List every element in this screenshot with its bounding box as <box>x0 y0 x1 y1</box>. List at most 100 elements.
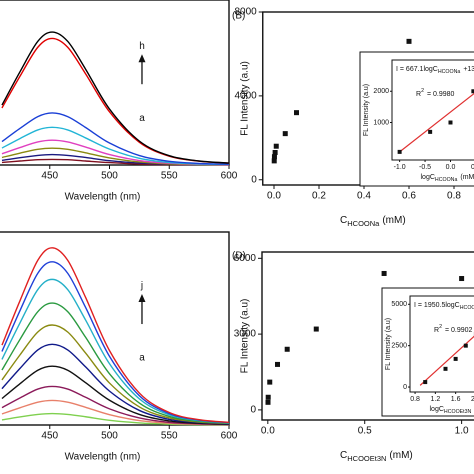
y-tick-label: 0 <box>251 174 257 185</box>
annotation-bottom: a <box>139 353 145 364</box>
x-axis-label-part: C <box>340 450 347 461</box>
inset-point <box>463 343 468 348</box>
inset-x-label-part: logC <box>430 406 444 413</box>
plot-frame <box>261 251 474 421</box>
x-tick-label: 0.2 <box>312 191 326 202</box>
data-point <box>406 38 412 44</box>
x-tick-label: 0.4 <box>357 191 371 202</box>
spectrum-line <box>1 343 230 425</box>
fit-equation: I = 667.1logCHCOONa +13 <box>396 66 474 76</box>
r-squared-part: 2 <box>421 88 424 94</box>
x-tick-label: 1.6 <box>451 396 461 403</box>
inset-point <box>397 149 402 154</box>
spectrum-line <box>1 112 230 165</box>
data-point <box>265 394 271 400</box>
inset-x-label-part: logC <box>421 174 435 181</box>
inset-point <box>448 120 453 125</box>
x-tick-label: 450 <box>41 171 58 182</box>
r-squared-part: = 0.9902 <box>445 327 473 334</box>
r-squared: R2 = 0.9902 <box>434 324 473 333</box>
x-axis-label: CHCOOEt3N (mM) <box>340 450 413 464</box>
data-point <box>313 326 319 332</box>
inset-box <box>381 287 474 417</box>
x-tick-label: 450 <box>41 431 58 442</box>
x-tick-label: 0.0 <box>446 164 456 171</box>
x-tick-label: 0.0 <box>267 191 281 202</box>
x-tick-label: 0.0 <box>261 426 275 437</box>
x-tick-label: 500 <box>101 431 118 442</box>
data-point <box>459 276 465 282</box>
data-point <box>381 270 387 276</box>
x-axis-label-part: C <box>340 215 347 226</box>
panel-label: (D) <box>232 251 246 262</box>
r-squared-part: = 0.9980 <box>427 91 455 98</box>
y-axis-label: FL Intensity (a.u) <box>240 299 251 374</box>
x-tick-label: 550 <box>161 431 178 442</box>
r-squared-part: R <box>434 327 439 334</box>
data-point <box>271 158 277 164</box>
inset-x-label-part: HCOONa <box>435 177 458 183</box>
x-axis-label-part: (mM) <box>389 450 412 461</box>
x-axis-label-part: HCOONa <box>347 219 380 228</box>
inset-x-label-part: (mM) <box>460 174 474 181</box>
plot-frame <box>409 295 474 393</box>
fit-equation: I = 1950.5logCHCOOEt3N-1 <box>414 302 474 312</box>
inset-x-label-part: HCOOEt3N <box>444 409 472 415</box>
x-tick-label: 0.6 <box>402 191 416 202</box>
annotation-top: h <box>139 41 145 52</box>
panel-label: (B) <box>232 11 245 22</box>
x-tick-label: 0.8 <box>447 191 461 202</box>
inset-y-label: FL Intensity (a.u) <box>363 84 370 136</box>
spectrum-line <box>1 365 230 425</box>
data-point <box>271 154 277 160</box>
x-tick-label: 0.5 <box>471 164 474 171</box>
spectrum-line <box>1 247 230 424</box>
x-axis-label-part: (mM) <box>382 215 405 226</box>
x-tick-label: -1.0 <box>394 164 406 171</box>
annotation-top: j <box>140 281 143 292</box>
inset-point <box>423 380 428 385</box>
data-point <box>265 399 271 405</box>
y-tick-label: 6000 <box>234 253 257 264</box>
arrow-head <box>138 294 146 303</box>
data-point <box>294 110 299 116</box>
data-point <box>272 149 278 155</box>
x-tick-label: 2.0 <box>471 396 474 403</box>
y-tick-label: 3000 <box>234 329 257 340</box>
spectrum-line <box>1 385 230 426</box>
y-tick-label: 2000 <box>373 88 389 95</box>
x-tick-label: 1.2 <box>430 396 440 403</box>
data-point <box>267 379 273 385</box>
y-tick-label: 4000 <box>235 91 258 102</box>
spectrum-line <box>1 278 230 424</box>
x-axis-label: CHCOONa (mM) <box>340 215 406 229</box>
annotation-bottom: a <box>139 113 145 124</box>
inset-y-label: FL Intensity (a.u) <box>385 318 392 370</box>
y-tick-label: 1000 <box>373 119 389 126</box>
inset-x-label: logCHCOOEt3N(mM) <box>430 406 474 416</box>
inset-point <box>471 89 474 94</box>
spectrum-line <box>1 324 230 425</box>
spectrum-line <box>1 37 230 164</box>
y-tick-label: 2500 <box>391 342 407 349</box>
inset-point <box>428 129 433 134</box>
x-tick-label: 0.5 <box>358 426 372 437</box>
y-axis-label: FL Intensity (a.u) <box>240 61 251 136</box>
x-axis-label: Wavelength (nm) <box>65 452 141 463</box>
x-tick-label: 600 <box>221 171 238 182</box>
x-tick-label: 500 <box>101 171 118 182</box>
r-squared-part: R <box>416 91 421 98</box>
y-tick-label: 8000 <box>235 7 258 18</box>
spectrum-line <box>1 126 230 166</box>
plot-frame <box>0 231 230 426</box>
x-tick-label: -0.5 <box>419 164 431 171</box>
inset-point <box>443 366 448 371</box>
x-axis-label-part: HCOOEt3N <box>347 454 386 463</box>
y-tick-label: 0 <box>250 405 256 416</box>
data-point <box>282 131 288 137</box>
x-axis-label: Wavelength (nm) <box>65 192 141 203</box>
arrow-head <box>138 54 146 63</box>
inset-point <box>453 356 458 361</box>
inset-x-label: logCHCOONa(mM) <box>421 174 474 184</box>
